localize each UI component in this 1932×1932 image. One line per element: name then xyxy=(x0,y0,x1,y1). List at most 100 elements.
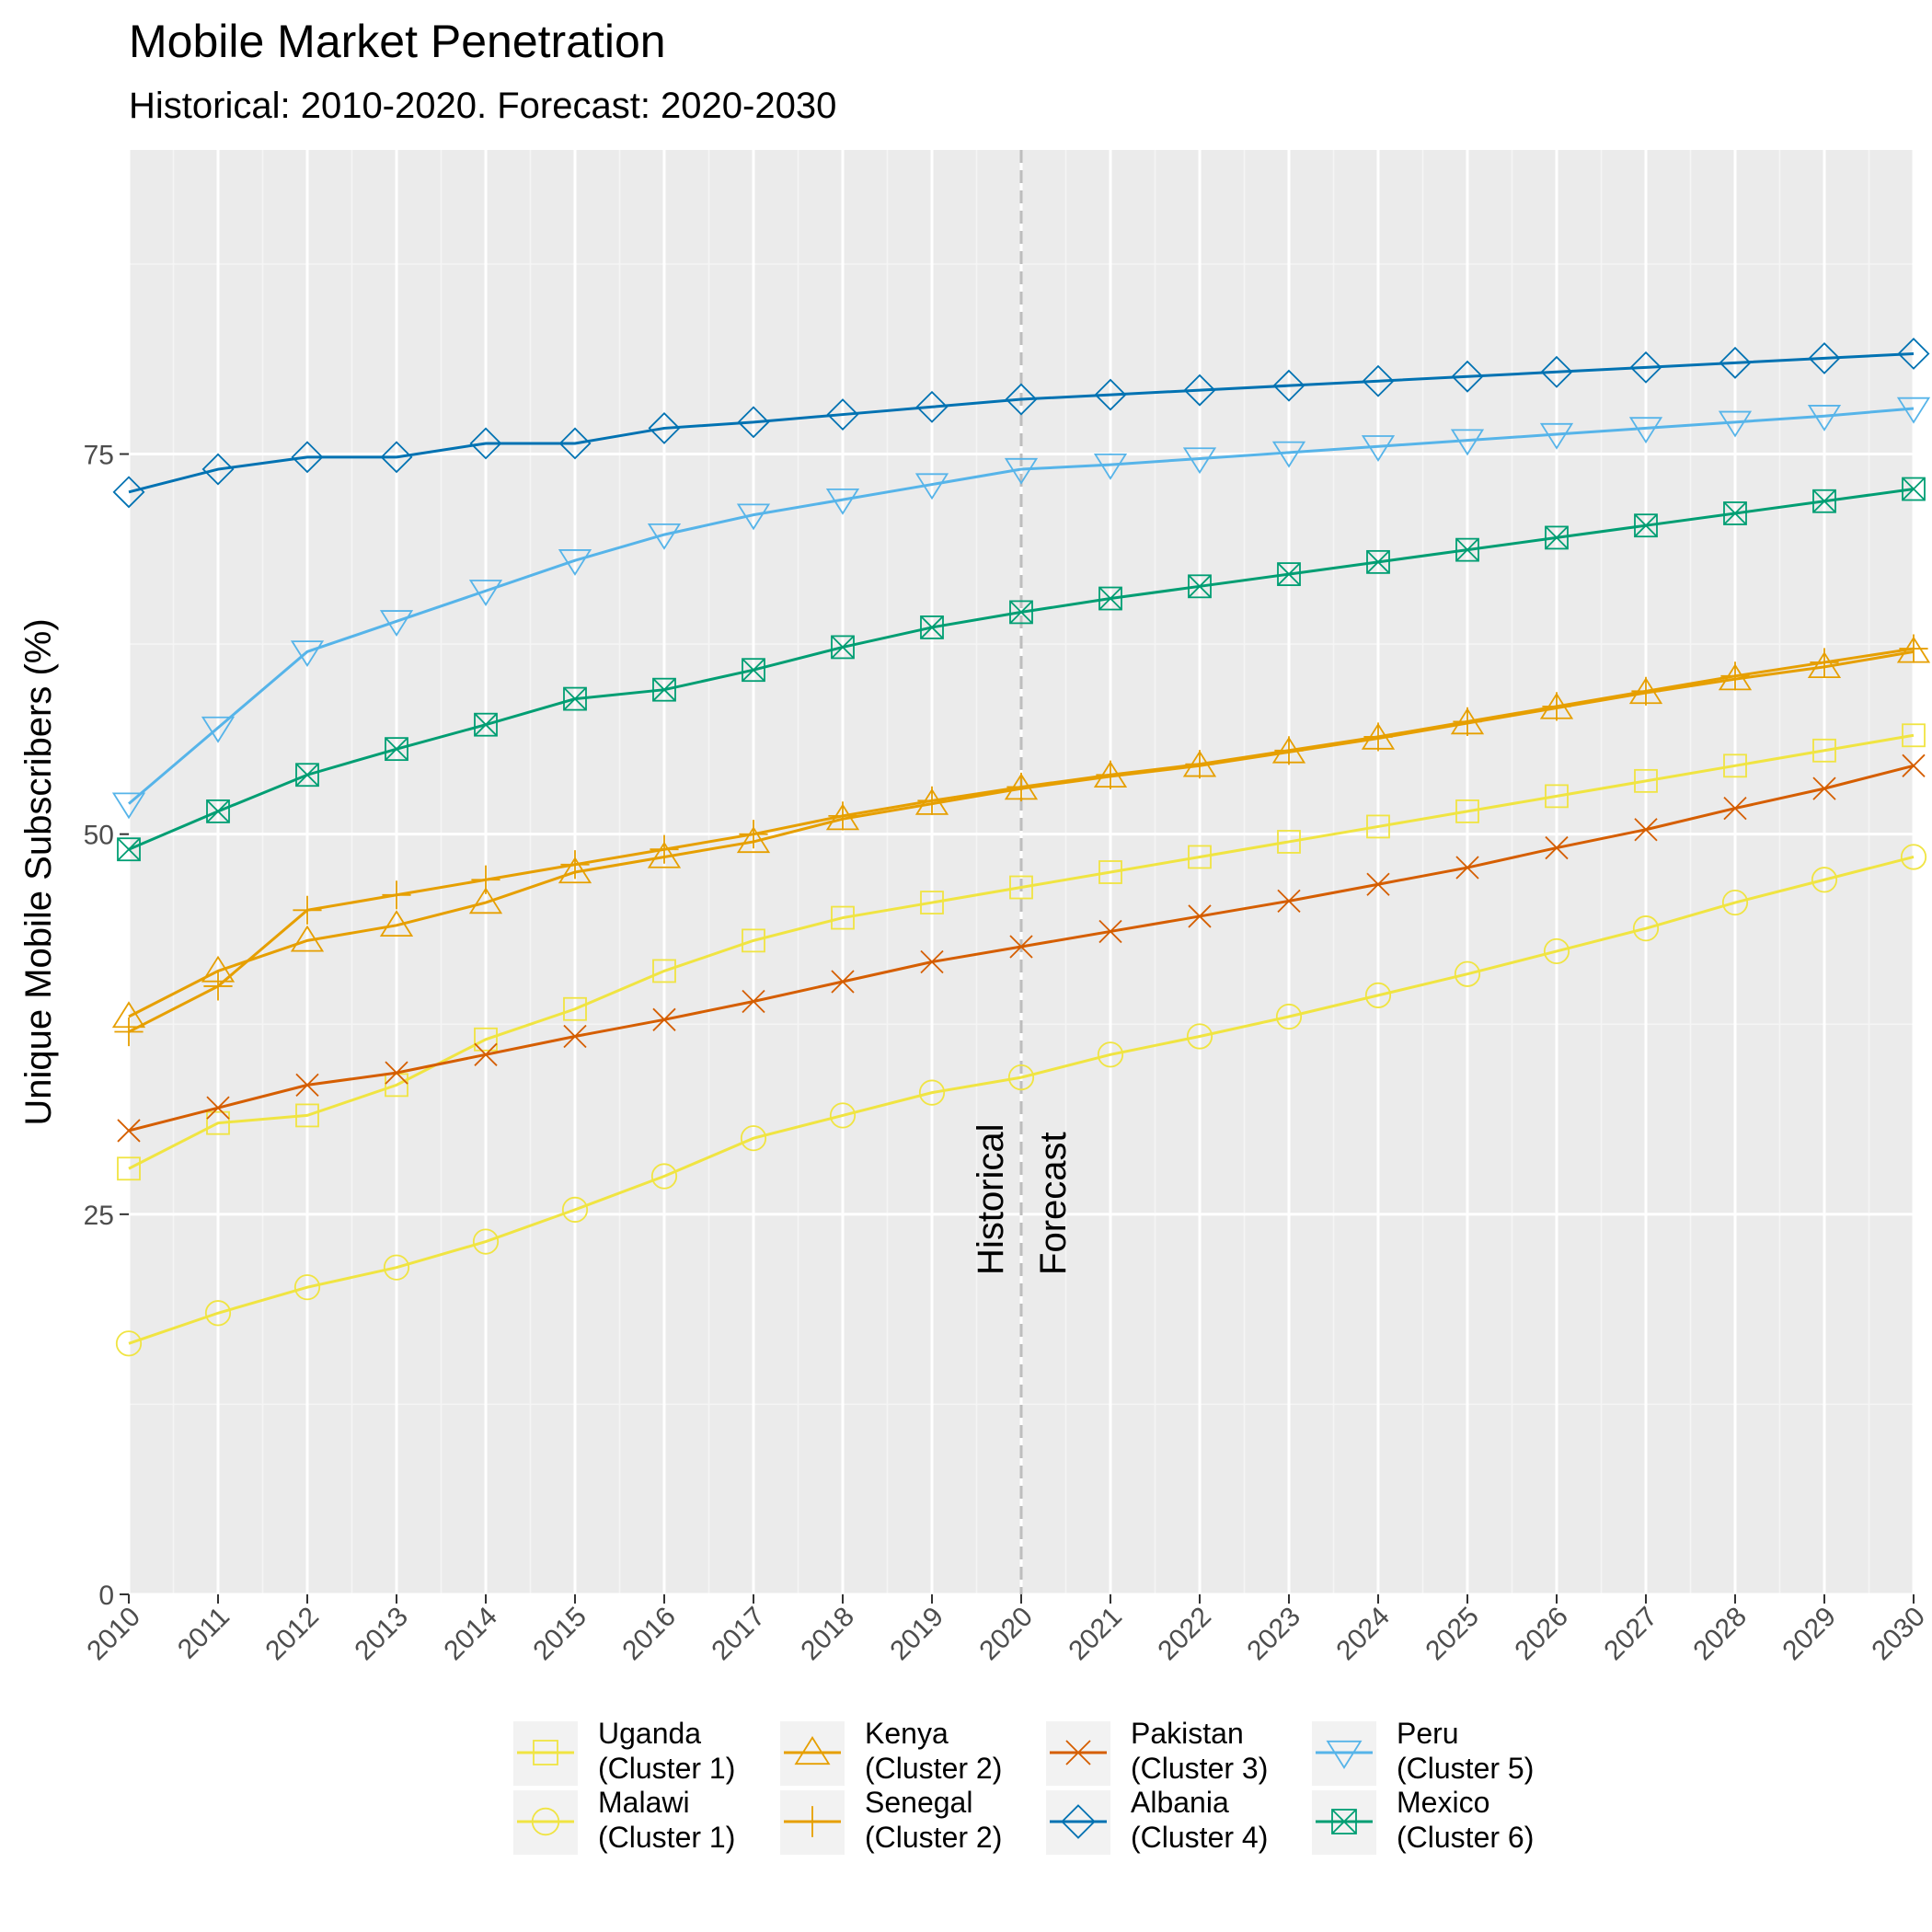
data-point xyxy=(831,970,855,994)
legend-sublabel: (Cluster 1) xyxy=(598,1821,735,1854)
data-point xyxy=(563,686,587,711)
data-point xyxy=(1361,435,1396,462)
data-point xyxy=(111,792,146,820)
data-point xyxy=(117,1156,141,1181)
data-point xyxy=(1009,600,1033,625)
data-point xyxy=(474,712,498,737)
data-point xyxy=(829,1102,857,1129)
data-point xyxy=(206,1096,230,1120)
data-point xyxy=(1812,489,1836,513)
data-point xyxy=(1004,457,1039,485)
x-tick-label: 2011 xyxy=(172,1602,236,1665)
series-mexico xyxy=(117,477,1926,862)
x-tick-label: 2013 xyxy=(349,1602,414,1667)
series-line xyxy=(128,856,1915,1345)
data-point xyxy=(1808,341,1841,374)
annotation-forecast: Forecast xyxy=(1033,1132,1074,1275)
data-point xyxy=(379,610,414,638)
y-axis-title: Unique Mobile Subscribers (%) xyxy=(18,618,59,1125)
data-point xyxy=(1545,525,1569,550)
x-tick-label: 2025 xyxy=(1420,1602,1485,1667)
x-tick-label: 2010 xyxy=(81,1602,146,1667)
legend-label: Albania xyxy=(1131,1786,1229,1819)
data-point xyxy=(742,658,765,683)
legend-sublabel: (Cluster 4) xyxy=(1131,1821,1268,1854)
x-tick-label: 2012 xyxy=(259,1602,325,1667)
data-point xyxy=(1185,750,1214,779)
data-point xyxy=(206,799,230,823)
data-point xyxy=(1634,768,1658,793)
legend-item-kenya: Kenya(Cluster 2) xyxy=(780,1717,1002,1786)
data-point xyxy=(1362,364,1395,397)
data-point xyxy=(1277,562,1301,586)
x-tick-label: 2018 xyxy=(795,1602,860,1667)
legend-label: Pakistan xyxy=(1131,1717,1244,1750)
data-point xyxy=(1065,1740,1091,1765)
data-point xyxy=(652,678,676,702)
data-point xyxy=(1542,692,1571,721)
legend-item-pakistan: Pakistan(Cluster 3) xyxy=(1046,1717,1268,1786)
data-point xyxy=(201,716,236,743)
data-point xyxy=(1366,549,1390,574)
data-point xyxy=(117,837,141,861)
legend-item-mexico: Mexico(Cluster 6) xyxy=(1312,1786,1534,1855)
data-point xyxy=(1812,776,1836,800)
data-point xyxy=(295,763,319,787)
x-tick-label: 2027 xyxy=(1598,1602,1663,1667)
data-point xyxy=(1188,904,1212,928)
data-point xyxy=(1812,738,1836,763)
data-point xyxy=(1540,355,1573,388)
data-point xyxy=(561,1196,589,1223)
data-point xyxy=(1098,586,1122,611)
data-point xyxy=(650,834,679,864)
x-tick-label: 2014 xyxy=(438,1602,503,1667)
x-tick-label: 2023 xyxy=(1241,1602,1306,1667)
data-point xyxy=(471,865,500,894)
data-point xyxy=(563,686,587,711)
chart-subtitle: Historical: 2010-2020. Forecast: 2020-20… xyxy=(129,86,836,126)
x-tick-label: 2015 xyxy=(527,1602,592,1667)
data-point xyxy=(1545,525,1569,550)
data-point xyxy=(1277,889,1301,914)
data-point xyxy=(1723,753,1747,778)
data-point xyxy=(1628,417,1663,444)
data-point xyxy=(1094,378,1127,411)
data-point xyxy=(1364,982,1392,1008)
data-point xyxy=(739,820,768,849)
data-point xyxy=(652,677,676,702)
data-point xyxy=(914,473,949,500)
data-point xyxy=(920,949,944,974)
data-point xyxy=(382,880,411,910)
chart-title: Mobile Market Penetration xyxy=(129,16,666,67)
annotations: Historical Forecast xyxy=(971,1123,1074,1274)
data-point xyxy=(204,1300,232,1327)
data-point xyxy=(1718,410,1753,438)
data-point xyxy=(1007,1064,1035,1091)
data-point xyxy=(1543,937,1570,965)
x-tick-label: 2026 xyxy=(1509,1602,1574,1667)
legend-label: Senegal xyxy=(865,1786,972,1819)
data-point xyxy=(1634,513,1658,538)
legend-item-peru: Peru(Cluster 5) xyxy=(1312,1717,1534,1786)
series-uganda xyxy=(117,723,1926,1181)
data-point xyxy=(290,925,325,952)
data-point xyxy=(385,737,408,762)
data-point xyxy=(1539,422,1574,450)
data-point xyxy=(652,959,676,983)
data-point xyxy=(917,786,947,815)
data-point xyxy=(474,713,498,737)
data-point xyxy=(1897,337,1930,370)
data-point xyxy=(652,1007,676,1031)
legend-label: Mexico xyxy=(1397,1786,1489,1819)
data-point xyxy=(531,1807,560,1836)
data-point xyxy=(203,972,233,1001)
data-point xyxy=(115,1330,143,1357)
legend-label: Malawi xyxy=(598,1786,690,1819)
data-point xyxy=(740,1125,767,1152)
data-point xyxy=(1451,360,1484,393)
data-point xyxy=(112,476,145,509)
data-point xyxy=(918,1079,946,1106)
x-tick-label: 2016 xyxy=(616,1602,682,1667)
data-point xyxy=(1902,753,1926,777)
data-point xyxy=(1902,477,1926,501)
